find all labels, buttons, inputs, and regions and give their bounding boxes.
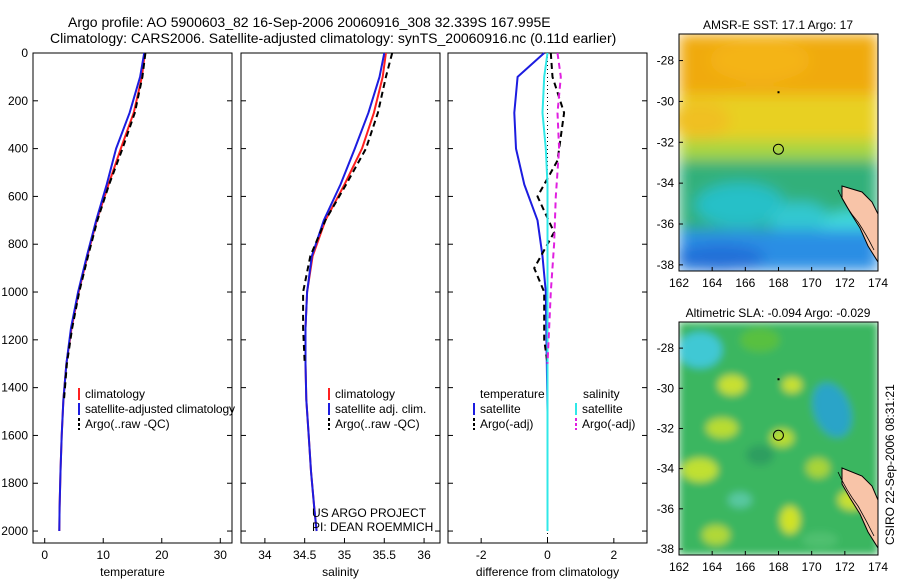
sst-heatmap [679,34,878,271]
legend-entry: satellite [582,402,623,416]
series-line [513,52,549,531]
series-line [304,52,386,532]
x-tick-label: 172 [835,276,855,290]
x-tick-label: 0 [544,548,551,562]
y-tick-label: 0 [21,46,28,60]
y-tick-label: -38 [657,542,675,556]
x-tick-label: 20 [155,548,169,562]
sla-heatmap [679,322,878,555]
figure-title-line-2: Climatology: CARS2006. Satellite-adjuste… [50,30,616,46]
y-tick-label: -36 [657,502,675,516]
side-stamp: CSIRO 22-Sep-2006 08:31:21 [883,384,897,545]
y-tick-label: -34 [657,176,675,190]
legend-header: temperature [480,387,545,401]
legend-header: salinity [583,387,620,401]
y-tick-label: 800 [8,237,28,251]
sla-map-axes: 162 164 166 168 170 172 174 -28 -30 -32 -34 -36 -38 [657,341,889,574]
y-tick-label: 1400 [1,381,28,395]
difference-profile-panel: -2 0 2 difference from climatology temperatu… [447,52,648,579]
x-tick-label: 162 [669,560,689,574]
y-tick-label: -30 [657,94,675,108]
x-tick-label: 2 [610,548,617,562]
x-tick-label: 166 [735,276,755,290]
y-tick-label: 600 [8,189,28,203]
x-tick-label: 35 [338,548,352,562]
legend-entry: Argo(..raw -QC) [85,417,170,431]
temperature-profile-panel: 0 10 20 30 0 200 400 600 800 1000 1200 1400 1600 1800… [1,46,235,579]
x-tick-label: 0 [41,548,48,562]
legend-entry: satellite adj. clim. [335,402,426,416]
legend-entry: Argo(-adj) [582,417,635,431]
x-tick-label: 10 [97,548,111,562]
x-tick-label: 30 [214,548,228,562]
x-tick-label: -2 [476,548,487,562]
y-tick-label: 200 [8,94,28,108]
x-tick-label: 170 [802,276,822,290]
x-tick-label: 174 [868,276,888,290]
x-tick-label: 168 [768,276,788,290]
y-tick-label: -38 [657,258,675,272]
x-tick-label: 172 [835,560,855,574]
y-tick-label: -32 [657,135,675,149]
legend-entry: climatology [335,387,395,401]
series-line [546,52,562,364]
x-tick-label: 35.5 [373,548,397,562]
credit-line-1: US ARGO PROJECT [312,506,427,520]
argo-position-marker [772,429,784,441]
series-line [63,52,147,400]
y-tick-label: 2000 [1,524,28,538]
x-axis-label: temperature [100,565,165,579]
y-tick-label: -32 [657,421,675,435]
credit-line-2: PI: DEAN ROEMMICH [312,520,433,534]
series-line [541,52,549,531]
series-line [302,52,394,364]
x-tick-label: 170 [802,560,822,574]
y-tick-label: -28 [657,341,675,355]
x-tick-label: 36 [417,548,431,562]
series-line [58,52,146,532]
axes-frame [32,52,233,544]
x-tick-label: 164 [702,560,722,574]
x-tick-label: 164 [702,276,722,290]
argo-position-marker [772,143,784,155]
y-tick-label: -30 [657,381,675,395]
x-tick-label: 168 [768,560,788,574]
y-tick-label: 1200 [1,333,28,347]
x-tick-label: 162 [669,276,689,290]
y-tick-label: 400 [8,142,28,156]
sst-map-title: AMSR-E SST: 17.1 Argo: 17 [703,18,853,32]
x-tick-label: 174 [868,560,888,574]
x-tick-label: 34.5 [293,548,317,562]
series-line [58,52,146,532]
x-tick-label: 34 [258,548,272,562]
y-tick-label: 1600 [1,428,28,442]
y-tick-label: -28 [657,54,675,68]
legend-entry: climatology [85,387,145,401]
legend-entry: satellite [480,402,521,416]
sla-map-title: Altimetric SLA: -0.094 Argo: -0.029 [686,306,871,320]
y-tick-label: -36 [657,217,675,231]
axes-frame [240,52,441,544]
legend-entry: Argo(-adj) [480,417,533,431]
sst-map-axes: 162 164 166 168 170 172 174 -28 -30 -32 -34 -36 -38 [657,54,889,290]
legend-entry: satellite-adjusted climatology [85,402,235,416]
legend-entry: Argo(..raw -QC) [335,417,420,431]
y-tick-label: 1000 [1,285,28,299]
x-tick-label: 166 [735,560,755,574]
y-tick-label: -34 [657,462,675,476]
y-tick-label: 1800 [1,476,28,490]
x-axis-label: salinity [322,565,359,579]
salinity-profile-panel: 34 34.5 35 35.5 36 salinity climatologysatelli… [240,52,441,579]
figure-title-line-1: Argo profile: AO 5900603_82 16-Sep-2006 … [68,14,551,30]
x-axis-label: difference from climatology [476,565,619,579]
